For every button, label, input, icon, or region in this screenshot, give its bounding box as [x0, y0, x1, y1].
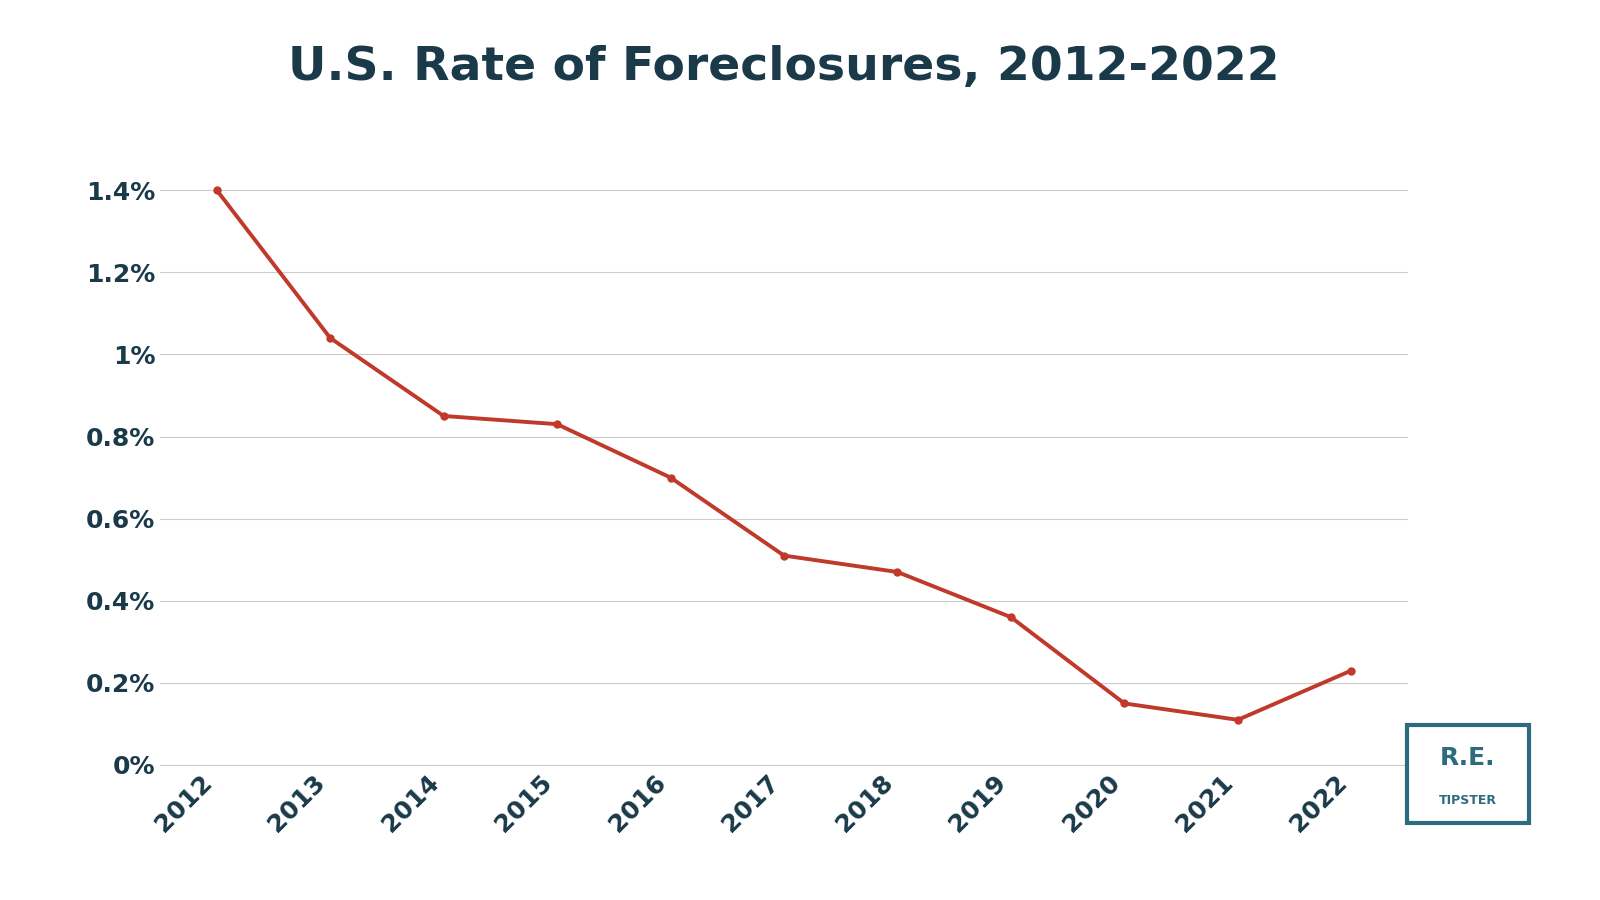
Text: R.E.: R.E.	[1440, 746, 1496, 769]
FancyBboxPatch shape	[1406, 725, 1530, 823]
Text: TIPSTER: TIPSTER	[1438, 795, 1498, 807]
Title: U.S. Rate of Foreclosures, 2012-2022: U.S. Rate of Foreclosures, 2012-2022	[288, 45, 1280, 90]
